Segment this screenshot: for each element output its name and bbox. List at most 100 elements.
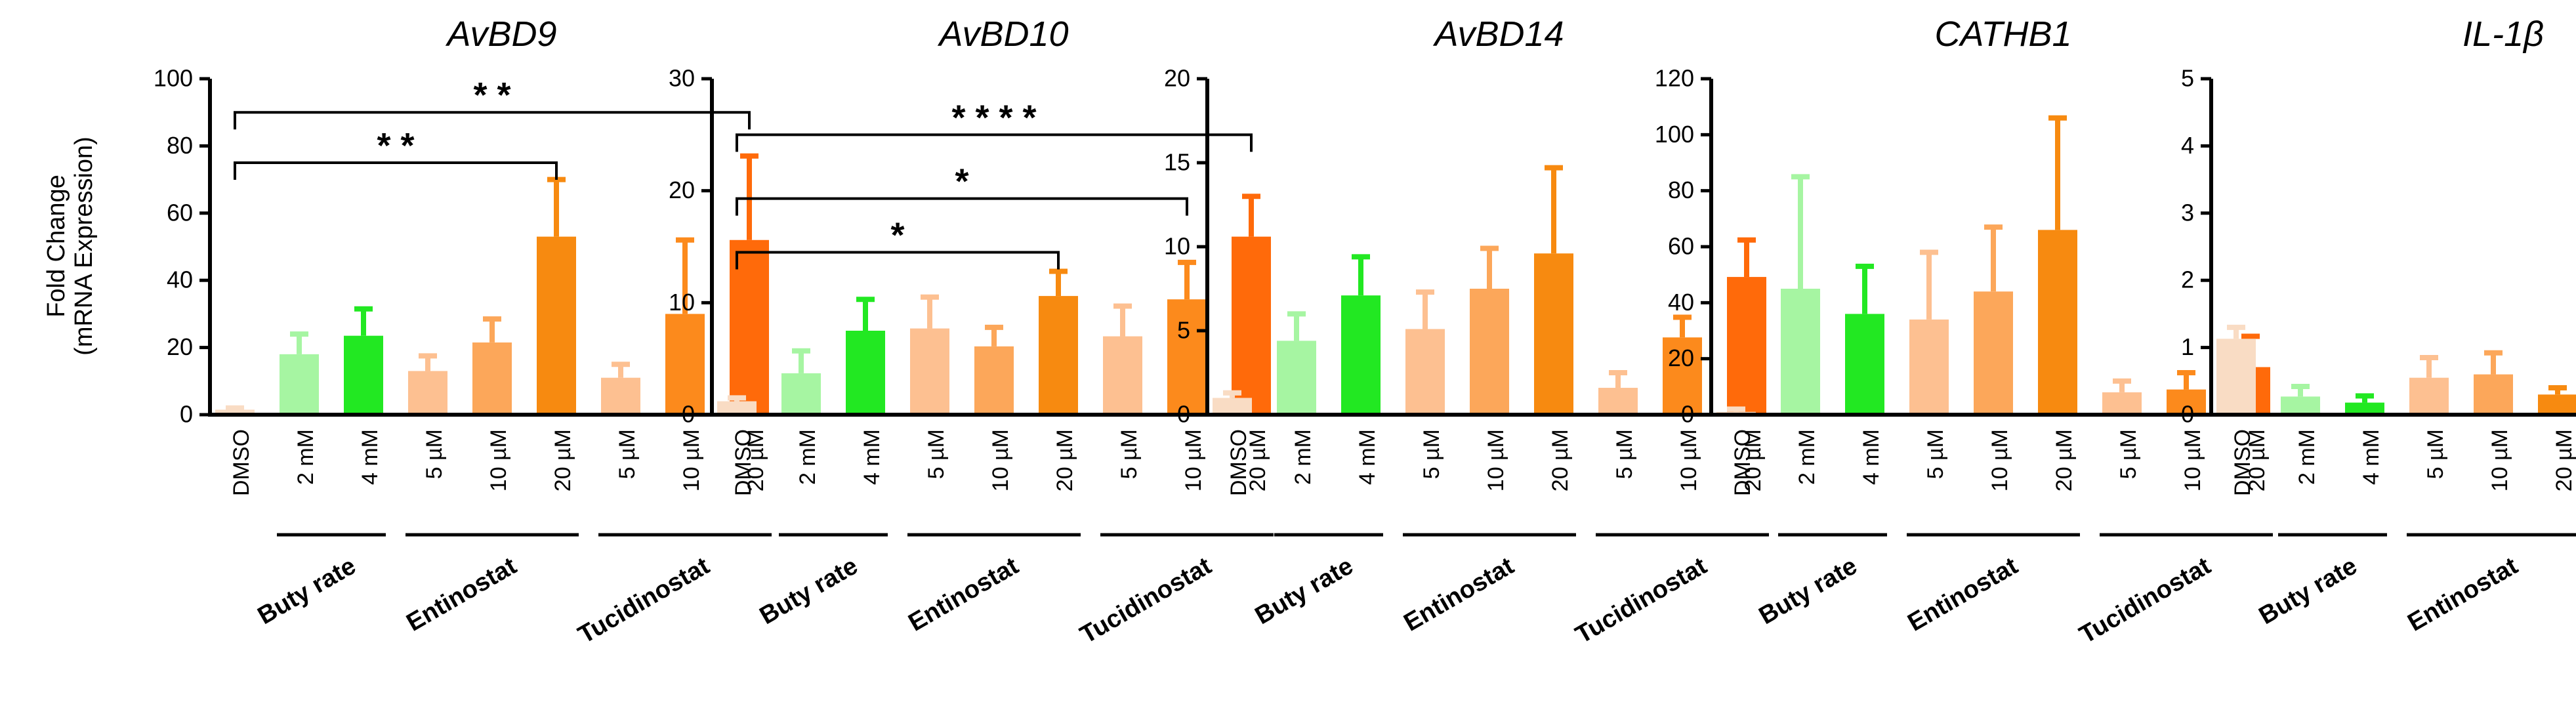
- bar-4: [1974, 291, 2013, 415]
- group-label: Entinostat: [402, 552, 522, 636]
- bar-5: [2538, 394, 2576, 415]
- group-label: Tucidinostat: [2075, 552, 2215, 649]
- category-label: 20 µM: [1245, 429, 1270, 491]
- category-label: 10 µM: [679, 429, 704, 491]
- y-tick-label: 20: [669, 177, 695, 203]
- category-label: 20 µM: [1052, 429, 1077, 491]
- bar-2: [2345, 402, 2384, 415]
- bar-1: [2281, 396, 2320, 415]
- category-label: DMSO: [731, 429, 756, 496]
- bar-2: [344, 335, 383, 415]
- bar-7: [1167, 299, 1207, 415]
- y-tick-label: 20: [167, 333, 193, 360]
- y-tick-label: 10: [1164, 233, 1190, 260]
- y-tick-label: 30: [669, 65, 695, 92]
- category-label: 5 µM: [1612, 429, 1637, 479]
- category-label: 5 µM: [422, 429, 447, 479]
- category-label: 4 mM: [358, 429, 383, 485]
- group-label: Buty rate: [253, 552, 361, 630]
- panel-title: AvBD9: [445, 14, 556, 54]
- group-label: Entinostat: [1903, 552, 2023, 636]
- y-tick-label: 20: [1668, 344, 1694, 371]
- category-label: 10 µM: [1676, 429, 1701, 491]
- bar-3: [2409, 377, 2449, 415]
- y-tick-label: 15: [1164, 149, 1190, 176]
- category-label: 2 mM: [1795, 429, 1819, 485]
- category-label: 20 µM: [2052, 429, 2077, 491]
- bar-2: [1845, 314, 1884, 415]
- panel-title: AvBD14: [1432, 14, 1564, 54]
- category-label: 5 µM: [2116, 429, 2141, 479]
- bar-0: [1213, 398, 1252, 415]
- bar-1: [280, 354, 319, 415]
- significance-stars: * *: [473, 75, 510, 115]
- bar-8: [1232, 236, 1271, 415]
- y-tick-label: 5: [1177, 317, 1190, 344]
- group-label: Tucidinostat: [1075, 552, 1216, 649]
- bar-4: [974, 346, 1014, 415]
- group-label: Entinostat: [904, 552, 1024, 636]
- y-tick-label: 0: [682, 401, 695, 428]
- bar-5: [537, 236, 576, 415]
- category-label: 20 µM: [551, 429, 575, 491]
- bar-0: [717, 401, 757, 415]
- category-label: 2 mM: [795, 429, 820, 485]
- panel-title: CATHB1: [1934, 14, 2071, 54]
- category-label: 5 µM: [2423, 429, 2448, 479]
- significance-stars: *: [890, 216, 904, 255]
- category-label: 20 µM: [743, 429, 768, 491]
- bar-4: [2474, 374, 2513, 415]
- y-tick-label: 20: [1164, 65, 1190, 92]
- category-label: 20 µM: [2245, 429, 2270, 491]
- category-label: 10 µM: [988, 429, 1013, 491]
- bar-6: [601, 377, 640, 415]
- y-tick-label: 1: [2181, 333, 2194, 360]
- bar-0: [215, 409, 255, 415]
- bar-1: [781, 373, 821, 415]
- group-label: Tucidinostat: [573, 552, 714, 649]
- group-label: Buty rate: [2254, 552, 2362, 630]
- category-label: 5 µM: [924, 429, 949, 479]
- significance-stars: * * * *: [951, 98, 1036, 137]
- panel-title: AvBD10: [937, 14, 1068, 54]
- group-label: Buty rate: [755, 552, 863, 630]
- y-tick-label: 3: [2181, 199, 2194, 226]
- y-tick-label: 2: [2181, 266, 2194, 293]
- category-label: 5 µM: [615, 429, 640, 479]
- bar-3: [1909, 319, 1949, 415]
- bar-2: [1341, 295, 1381, 415]
- y-tick-label: 120: [1655, 65, 1694, 92]
- bar-8: [1727, 277, 1766, 415]
- category-label: 4 mM: [2359, 429, 2384, 485]
- panel-title: IL-1β: [2462, 14, 2544, 54]
- y-tick-label: 40: [167, 266, 193, 293]
- y-tick-label: 0: [2181, 401, 2194, 428]
- group-label: Buty rate: [1251, 552, 1358, 630]
- y-tick-label: 5: [2181, 65, 2194, 92]
- bar-1: [1781, 289, 1820, 415]
- y-tick-label: 40: [1668, 289, 1694, 316]
- y-tick-label: 0: [1681, 401, 1694, 428]
- category-label: 4 mM: [1859, 429, 1884, 485]
- y-tick-label: 80: [1668, 177, 1694, 203]
- category-label: 2 mM: [293, 429, 318, 485]
- category-label: 10 µM: [2180, 429, 2205, 491]
- significance-stars: *: [955, 162, 968, 201]
- y-tick-label: 60: [1668, 233, 1694, 260]
- y-axis-label-line1: Fold Change: [43, 175, 70, 318]
- bar-5: [2038, 230, 2077, 415]
- y-tick-label: 100: [154, 65, 193, 92]
- category-label: 4 mM: [860, 429, 884, 485]
- bar-5: [1534, 253, 1573, 415]
- bar-7: [1663, 337, 1702, 415]
- category-label: 5 µM: [1923, 429, 1948, 479]
- category-label: DMSO: [2230, 429, 2255, 496]
- y-axis-label-line2: (mRNA Expression): [70, 136, 98, 356]
- category-label: 5 µM: [1419, 429, 1444, 479]
- y-tick-label: 60: [167, 199, 193, 226]
- significance-bracket: [234, 161, 558, 180]
- category-label: 5 µM: [1117, 429, 1142, 479]
- bar-3: [1405, 329, 1445, 415]
